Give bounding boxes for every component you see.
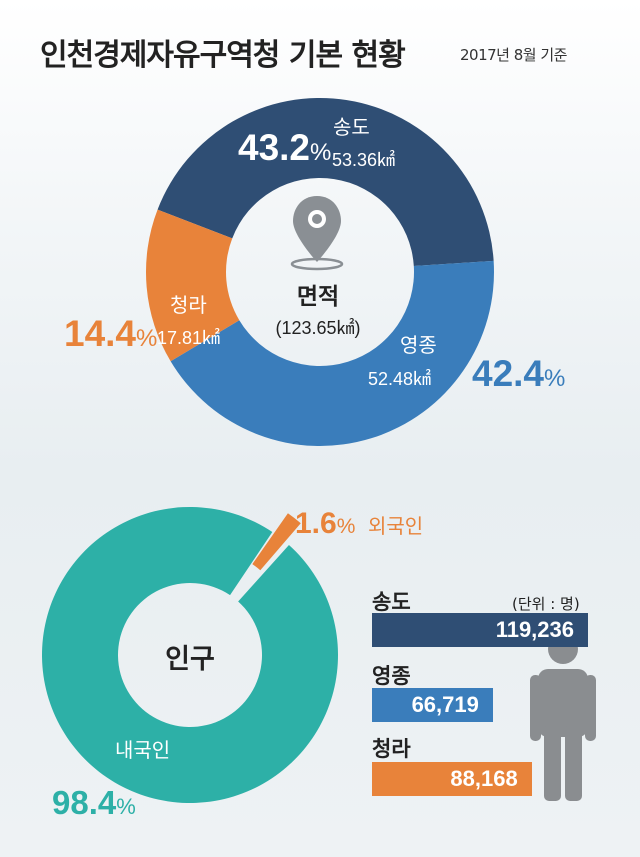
songdo-name-label: 송도 (333, 115, 370, 139)
area-center-title: 면적 (297, 284, 339, 310)
bar-label-yeongjong: 영종 (372, 664, 411, 688)
yeongjong-name-label: 영종 (400, 333, 437, 357)
domestic-name-label: 내국인 (115, 738, 170, 762)
songdo-area-label: 53.36㎢ (332, 149, 395, 170)
unit-label: (단위 : 명) (512, 595, 580, 613)
cheongna-percent-label: 14.4% (64, 313, 157, 354)
bar-cheongna: 88,168 (372, 762, 532, 796)
bar-yeongjong: 66,719 (372, 688, 493, 722)
population-segment-domestic (42, 507, 339, 804)
page-title: 인천경제자유구역청 기본 현황 (40, 38, 406, 73)
domestic-percent-label: 98.4% (52, 784, 136, 821)
bar-label-cheongna: 청라 (372, 737, 411, 761)
bar-label-songdo: 송도 (372, 590, 411, 614)
person-icon (530, 634, 596, 801)
location-pin-icon (290, 196, 344, 271)
area-donut (146, 98, 495, 446)
cheongna-name-label: 청라 (170, 293, 207, 317)
population-donut (42, 507, 339, 804)
foreign-name-label: 외국인 (368, 514, 423, 538)
population-segment-foreign (252, 513, 301, 571)
yeongjong-area-label: 52.48㎢ (368, 368, 431, 389)
area-center-total: (123.65㎢) (275, 317, 360, 338)
bar-songdo: 119,236 (372, 613, 588, 647)
area-segment-songdo (157, 98, 494, 267)
area-segment-cheongna (146, 209, 240, 362)
population-center-title: 인구 (165, 644, 215, 675)
cheongna-area-label: 17.81㎢ (157, 327, 220, 348)
area-segment-yeongjong (170, 260, 495, 446)
songdo-percent-label: 43.2% (238, 127, 331, 168)
page-subtitle: 2017년 8월 기준 (460, 46, 567, 64)
yeongjong-percent-label: 42.4% (472, 353, 565, 394)
foreign-percent-label: 1.6% (295, 507, 355, 540)
